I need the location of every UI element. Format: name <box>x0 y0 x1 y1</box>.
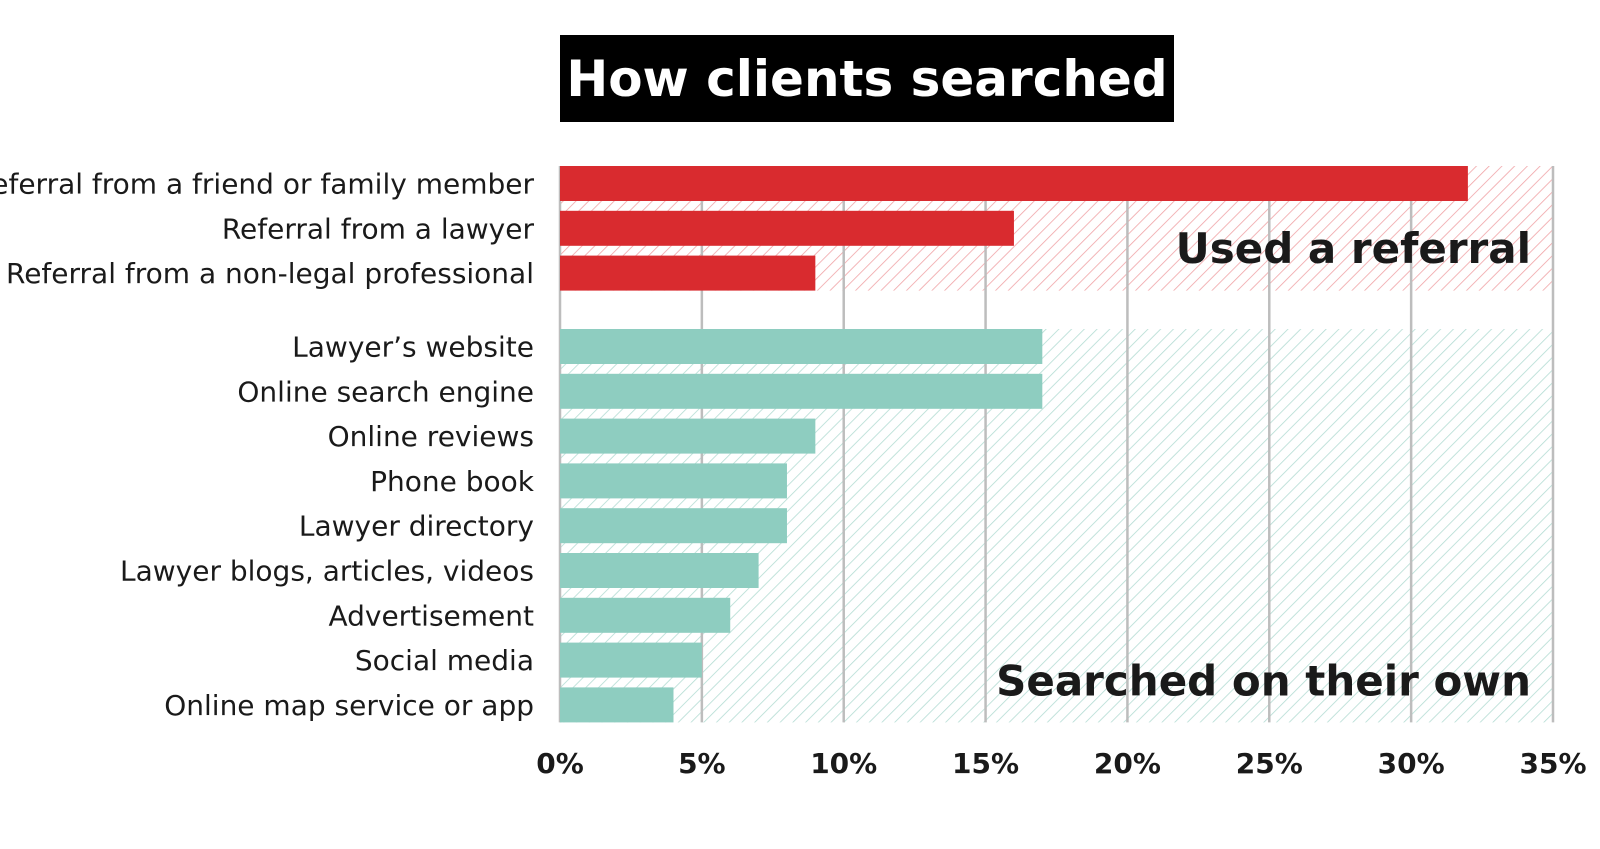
bar-2-2 <box>560 373 1043 409</box>
x-tick-label: 0% <box>536 747 584 780</box>
bar-2-1 <box>560 329 1043 364</box>
bar-2-3 <box>560 418 816 454</box>
category-label: Online reviews <box>328 420 534 453</box>
category-label: Advertisement <box>328 599 534 632</box>
x-tick-label: 20% <box>1094 747 1161 780</box>
bar-2-9 <box>560 687 674 723</box>
bar-1-3 <box>560 255 816 291</box>
category-label: Referral from a friend or family member <box>0 168 534 201</box>
group-label: Used a referral <box>1176 224 1531 273</box>
category-label: Social media <box>355 644 534 677</box>
bar-2-5 <box>560 508 787 544</box>
bar-2-7 <box>560 597 731 633</box>
bar-2-4 <box>560 463 787 499</box>
bar-1-2 <box>560 210 1014 246</box>
category-label: Lawyer’s website <box>292 331 534 364</box>
x-tick-label: 10% <box>810 747 877 780</box>
bar-1-1 <box>560 166 1468 201</box>
x-tick-label: 25% <box>1236 747 1303 780</box>
bar-2-6 <box>560 553 759 588</box>
x-tick-label: 35% <box>1519 747 1586 780</box>
chart-title-box: How clients searched <box>560 35 1174 122</box>
category-label: Lawyer directory <box>299 510 534 543</box>
category-label: Lawyer blogs, articles, videos <box>120 555 534 588</box>
category-label: Online search engine <box>237 375 534 408</box>
category-label: Phone book <box>370 465 535 498</box>
bar-2-8 <box>560 642 702 678</box>
chart-title-background <box>560 35 1174 122</box>
category-label: Referral from a lawyer <box>222 212 535 245</box>
x-tick-label: 30% <box>1378 747 1445 780</box>
group-label: Searched on their own <box>996 656 1531 705</box>
x-tick-label: 5% <box>678 747 726 780</box>
category-label: Referral from a non-legal professional <box>6 257 534 290</box>
x-tick-label: 15% <box>952 747 1019 780</box>
category-label: Online map service or app <box>164 689 534 722</box>
chart-title: How clients searched <box>566 50 1167 108</box>
